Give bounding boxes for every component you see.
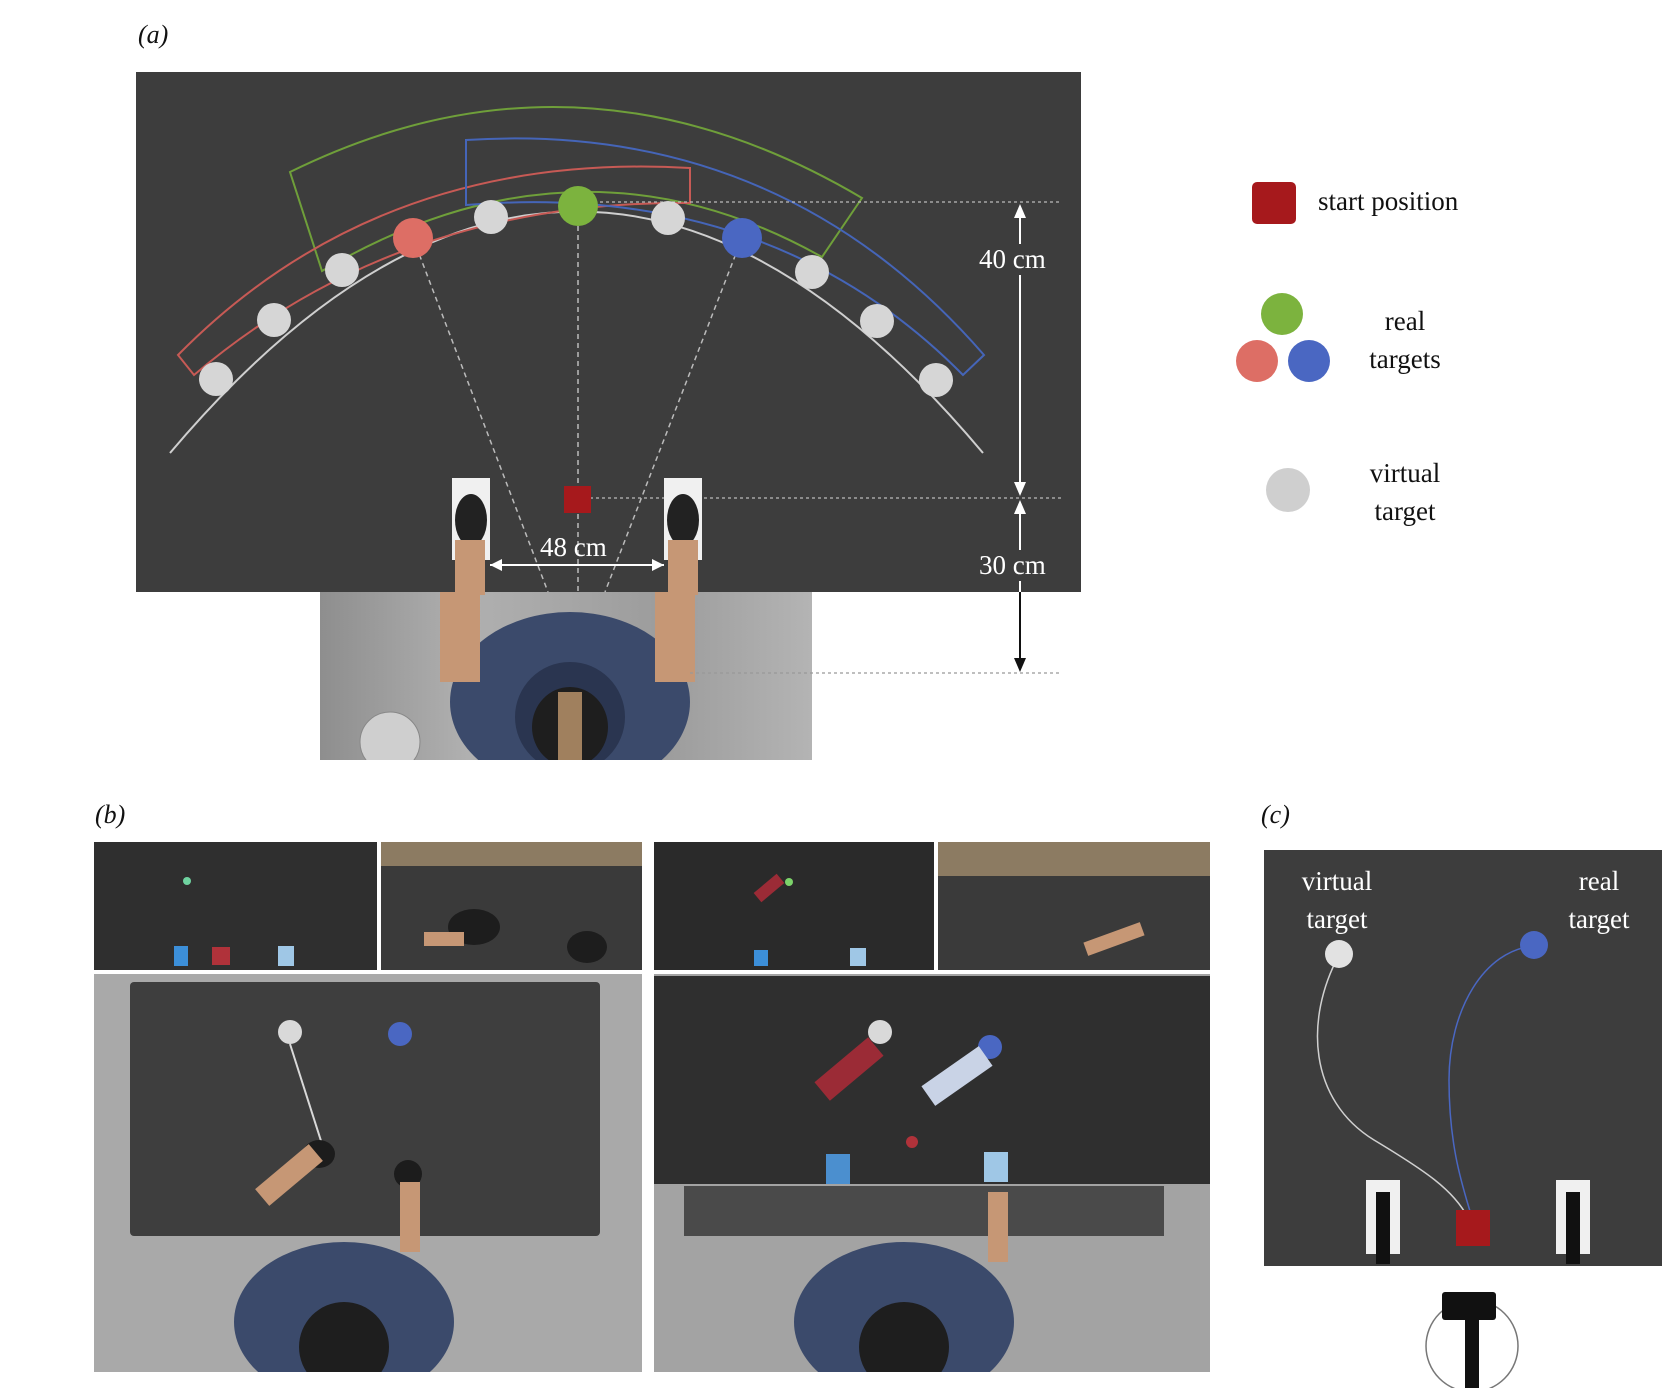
legend-start-marker — [1252, 182, 1296, 224]
c-start-position — [1456, 1210, 1490, 1246]
panel-a-diagram — [136, 72, 1081, 674]
virtual-target — [919, 363, 953, 397]
c-real-label: real target — [1568, 866, 1630, 934]
legend-green-swatch — [1261, 293, 1303, 335]
green-range-bracket — [288, 106, 864, 273]
left-controller — [455, 494, 487, 546]
b-virtual-target — [278, 1020, 302, 1044]
right-guide-line — [604, 237, 743, 593]
right-controller — [667, 494, 699, 546]
c-real-target — [1520, 931, 1548, 959]
dim-48-label: 48 cm — [540, 532, 607, 562]
b-real-target — [388, 1022, 412, 1046]
legend-blue-swatch — [1288, 340, 1330, 382]
red-real-target — [393, 218, 433, 258]
start-position-marker — [564, 486, 591, 513]
panel-c-label: (c) — [1261, 800, 1290, 829]
virtual-target — [795, 255, 829, 289]
legend-virtual-label: virtual target — [1369, 458, 1441, 526]
panel-b-right-composite — [654, 842, 1210, 1372]
virtual-target — [860, 304, 894, 338]
virtual-target — [651, 201, 685, 235]
green-real-target — [558, 186, 598, 226]
blue-range-bracket — [465, 137, 986, 377]
legend-virtual-swatch — [1266, 468, 1310, 512]
table-board — [136, 72, 1081, 592]
participant-figure-a — [359, 592, 695, 760]
legend-red-swatch — [1236, 340, 1278, 382]
blue-real-target — [722, 218, 762, 258]
panel-b-label: (b) — [95, 800, 126, 829]
panel-a-label: (a) — [138, 20, 169, 49]
c-virtual-label: virtual target — [1301, 866, 1373, 934]
dim-30-label: 30 cm — [979, 550, 1046, 581]
dim-40-label: 40 cm — [979, 244, 1046, 275]
virtual-target — [325, 253, 359, 287]
participant-photo-a — [320, 592, 812, 760]
c-real-trajectory — [1448, 945, 1535, 1219]
c-virtual-trajectory — [1316, 954, 1469, 1219]
virtual-targets — [199, 200, 953, 397]
virtual-target — [474, 200, 508, 234]
c-board — [1264, 850, 1662, 1266]
legend-start-label: start position — [1318, 186, 1459, 216]
panel-b-left-composite — [94, 842, 642, 1372]
c-virtual-target — [1325, 940, 1353, 968]
left-guide-line — [412, 237, 549, 593]
b2-real-target — [978, 1035, 1002, 1059]
panel-c-diagram — [1264, 850, 1662, 1388]
b2-virtual-target — [868, 1020, 892, 1044]
legend-real-label: real targets — [1369, 306, 1441, 374]
red-range-bracket — [176, 165, 691, 377]
virtual-target — [257, 303, 291, 337]
virtual-target — [199, 362, 233, 396]
